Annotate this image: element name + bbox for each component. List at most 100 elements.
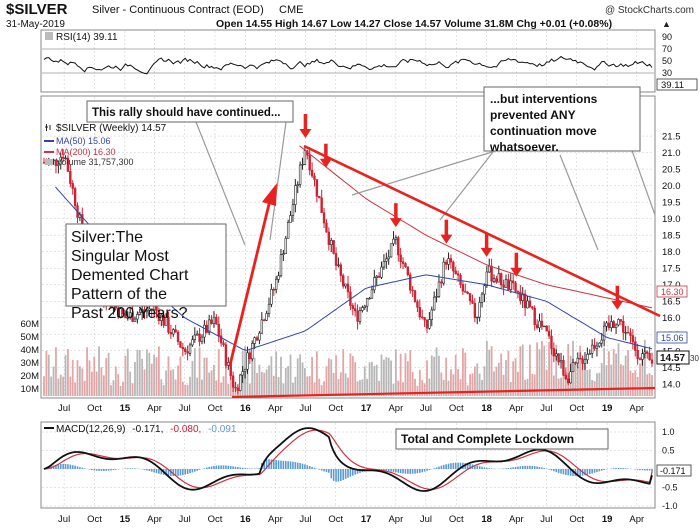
macd-histogram-bar <box>519 466 522 469</box>
candle-body <box>200 336 204 342</box>
interventions-callout-box <box>483 86 641 152</box>
candle-body <box>605 322 608 327</box>
volume-bar <box>622 365 625 396</box>
volume-bar <box>196 377 199 396</box>
volume-bar <box>67 348 69 396</box>
volume-bar <box>157 346 160 396</box>
macd-histogram-bar <box>356 469 359 474</box>
ma200-badge: 16.30 <box>661 287 684 297</box>
macd-histogram-bar <box>617 467 620 469</box>
candle-body <box>260 319 264 334</box>
volume-bar <box>416 385 419 396</box>
macd-histogram-bar <box>438 466 440 469</box>
candle-body <box>217 323 220 337</box>
volume-bar <box>543 345 546 396</box>
macd-histogram-bar <box>330 469 333 479</box>
volume-bar <box>373 365 376 396</box>
macd-histogram-bar <box>584 469 586 476</box>
candle-body <box>191 339 194 346</box>
candle-body <box>263 319 266 321</box>
x-axis-label: 17 <box>361 403 372 414</box>
volume-bar <box>560 377 562 396</box>
volume-bar <box>469 374 471 396</box>
candle-body <box>337 264 340 266</box>
volume-bar <box>529 344 531 396</box>
macd-tick-label: -1.0 <box>662 501 678 511</box>
macd-histogram-bar <box>648 469 651 471</box>
candle-body <box>569 371 572 384</box>
macd-histogram-bar <box>284 461 287 469</box>
candle-body <box>456 273 460 276</box>
volume-bar <box>327 358 330 396</box>
candle-body <box>610 321 613 329</box>
macd-histogram-bar <box>227 465 230 469</box>
candle-body <box>66 157 70 172</box>
macd-histogram-bar <box>95 469 98 471</box>
candle-body <box>169 332 173 335</box>
price-tick-label: 14.5 <box>662 363 681 374</box>
macd-histogram-bar <box>521 466 524 469</box>
candle-body <box>310 169 314 177</box>
candle-body <box>64 157 67 160</box>
macd-label: MACD(12,26,9) -0.171, -0.080, -0.091 <box>44 424 237 435</box>
candle-body <box>614 324 618 328</box>
candle-body <box>387 256 390 260</box>
volume-bar <box>55 347 57 396</box>
macd-histogram-bar <box>258 468 261 469</box>
lockdown-callout-box <box>395 428 609 450</box>
candle-body <box>267 303 271 314</box>
volume-bar <box>385 357 388 396</box>
peak-arrow-head-icon <box>440 234 453 244</box>
volume-bar <box>464 352 467 396</box>
candle-body <box>188 344 192 354</box>
candle-body <box>286 222 290 239</box>
macd-histogram-bar <box>98 469 100 471</box>
volume-bar <box>485 340 488 396</box>
macd-group <box>43 427 653 492</box>
callout-line: Silver:The <box>71 229 143 246</box>
x-axis-label: 19 <box>602 403 613 414</box>
macd-histogram-bar <box>184 469 187 475</box>
candle-body <box>284 237 287 255</box>
volume-bar <box>610 364 613 396</box>
macd-histogram-bar <box>88 469 91 470</box>
peak-arrow-head-icon <box>480 247 493 257</box>
date-label: 31-May-2019 <box>6 19 65 30</box>
volume-bar <box>349 353 352 396</box>
candle-body <box>121 308 125 315</box>
volume-bar <box>452 374 455 396</box>
macd-histogram-bar <box>229 466 232 469</box>
candle-body <box>497 273 501 283</box>
macd-histogram-bar <box>292 461 294 469</box>
macd-histogram-bar <box>466 463 469 469</box>
volume-bar <box>414 378 416 396</box>
pointer-lines <box>195 121 656 251</box>
candle-body <box>425 319 429 329</box>
volume-tick-label: 60M <box>21 319 40 330</box>
candle-body <box>377 275 381 278</box>
volume-bar <box>423 383 426 396</box>
candle-body <box>73 188 77 207</box>
x-axis-label: Jul <box>58 514 70 525</box>
price-tick-label: 20.0 <box>662 181 681 192</box>
macd-histogram-bar <box>270 459 273 469</box>
volume-bar <box>493 371 495 396</box>
volume-bar <box>390 360 392 396</box>
macd-histogram-bar <box>280 460 282 469</box>
volume-tick-label: 40M <box>21 345 40 356</box>
volume-bar <box>304 368 306 396</box>
candle-body <box>339 264 343 276</box>
volume-bar <box>397 380 400 396</box>
volume-bar <box>172 369 175 396</box>
volume-bar <box>394 349 397 396</box>
macd-histogram-bar <box>237 467 239 469</box>
volume-bar <box>153 354 156 396</box>
interventions-callout: ...but interventions prevented ANY continu… <box>483 86 641 154</box>
candle-body <box>600 339 603 344</box>
volume-bar <box>299 354 302 396</box>
volume-bar <box>289 354 292 396</box>
volume-bar <box>280 356 282 396</box>
candle-body <box>203 324 206 338</box>
macd-histogram-bar <box>550 469 553 471</box>
macd-tick-label: 1.0 <box>662 427 675 437</box>
